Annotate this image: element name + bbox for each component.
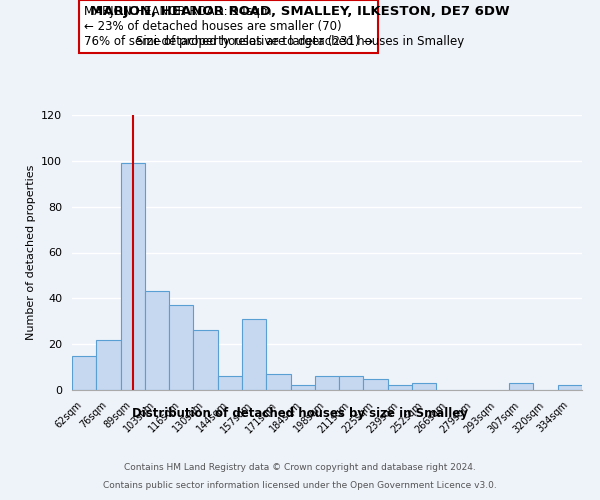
Bar (96, 340, 121, 390)
Text: Contains HM Land Registry data © Crown copyright and database right 2024.: Contains HM Land Registry data © Crown c… (124, 463, 476, 472)
Text: MARJON, HEANOR ROAD, SMALLEY, ILKESTON, DE7 6DW: MARJON, HEANOR ROAD, SMALLEY, ILKESTON, … (90, 5, 510, 18)
Bar (145, 292, 169, 390)
Bar (242, 319, 266, 390)
Bar (315, 376, 339, 390)
Bar (218, 376, 242, 390)
Text: Size of property relative to detached houses in Smalley: Size of property relative to detached ho… (136, 35, 464, 48)
Text: Distribution of detached houses by size in Smalley: Distribution of detached houses by size … (132, 408, 468, 420)
Bar (169, 305, 193, 390)
Bar (412, 383, 436, 390)
Text: MARJON HEANOR ROAD: 94sqm
← 23% of detached houses are smaller (70)
76% of semi-: MARJON HEANOR ROAD: 94sqm ← 23% of detac… (84, 5, 373, 48)
Bar (339, 376, 364, 390)
Bar (290, 386, 315, 390)
Bar (193, 330, 218, 390)
Bar (72, 356, 96, 390)
Bar (266, 374, 290, 390)
Bar (388, 386, 412, 390)
Bar (364, 378, 388, 390)
Bar (121, 163, 145, 390)
Y-axis label: Number of detached properties: Number of detached properties (26, 165, 35, 340)
Text: Contains public sector information licensed under the Open Government Licence v3: Contains public sector information licen… (103, 480, 497, 490)
Bar (558, 386, 582, 390)
Bar (509, 383, 533, 390)
